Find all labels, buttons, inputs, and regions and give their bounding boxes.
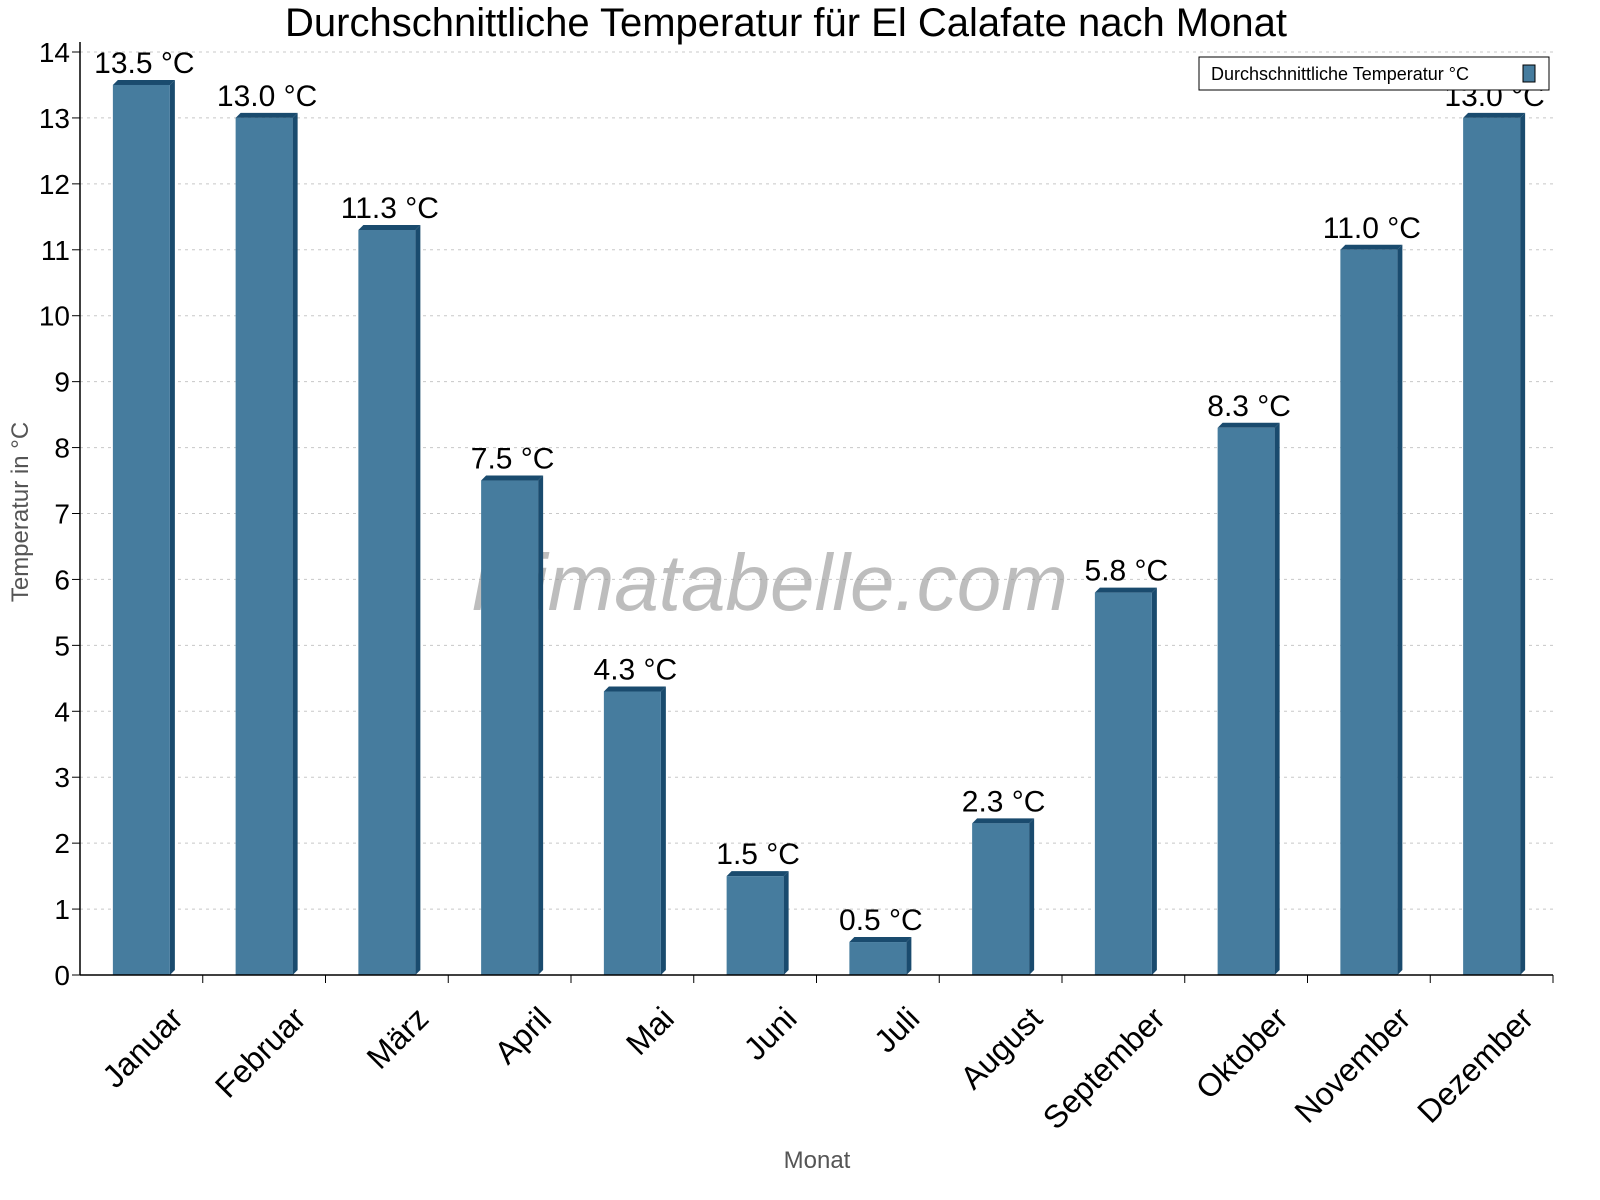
y-tick-label: 11 bbox=[41, 235, 70, 266]
x-tick-label: Mai bbox=[619, 1000, 681, 1062]
bar bbox=[1463, 117, 1521, 975]
bars: 13.5 °C 13.0 °C 11.3 °C 7.5 °C 4.3 °C 1.5 °C 0… bbox=[94, 47, 1545, 976]
y-tick-label: 13 bbox=[39, 103, 70, 134]
bar-side bbox=[1151, 587, 1157, 975]
data-label: 13.5 °C bbox=[94, 47, 194, 80]
x-tick-label: August bbox=[953, 1000, 1049, 1096]
data-label: 2.3 °C bbox=[962, 785, 1046, 818]
bar bbox=[1340, 249, 1398, 976]
bar-top bbox=[972, 818, 1035, 824]
bar-top bbox=[358, 225, 421, 231]
legend-box bbox=[1198, 56, 1550, 91]
x-tick-label: Februar bbox=[208, 1000, 313, 1105]
bar-side bbox=[415, 225, 421, 975]
bar bbox=[358, 230, 416, 975]
data-label: 1.5 °C bbox=[716, 838, 800, 871]
bar-top bbox=[1094, 587, 1157, 593]
y-tick-label: 9 bbox=[54, 367, 70, 398]
gridlines bbox=[80, 51, 1553, 910]
data-label: 5.8 °C bbox=[1085, 555, 1169, 588]
y-tick-label: 2 bbox=[54, 828, 70, 859]
data-label: 7.5 °C bbox=[471, 443, 555, 476]
bar-side bbox=[169, 79, 175, 975]
y-tick-label: 4 bbox=[54, 696, 70, 727]
y-tick-label: 0 bbox=[54, 960, 70, 991]
bar bbox=[603, 691, 661, 975]
bar-top bbox=[112, 79, 175, 85]
bar bbox=[481, 480, 539, 975]
x-tick-label: November bbox=[1288, 1000, 1418, 1130]
x-tick-label: September bbox=[1036, 1000, 1172, 1136]
y-tick-label: 10 bbox=[39, 301, 70, 332]
bar bbox=[112, 84, 170, 975]
bar bbox=[726, 876, 784, 975]
x-tick-label: Oktober bbox=[1189, 1000, 1295, 1106]
y-tick-label: 8 bbox=[54, 433, 70, 464]
y-tick-label: 6 bbox=[54, 564, 70, 595]
bar-side bbox=[1397, 244, 1403, 976]
x-tick-label: März bbox=[360, 1000, 436, 1076]
y-tick-label: 12 bbox=[39, 169, 70, 200]
x-axis-label: Monat bbox=[784, 1147, 851, 1174]
bar-side bbox=[783, 871, 789, 975]
bar-top bbox=[1463, 112, 1526, 118]
x-tick-label: April bbox=[487, 1000, 558, 1071]
y-tick-label: 3 bbox=[54, 762, 70, 793]
bar-side bbox=[292, 112, 298, 975]
x-tick-label: Januar bbox=[95, 1000, 190, 1095]
legend-swatch bbox=[1522, 64, 1536, 83]
bar-top bbox=[1217, 422, 1280, 428]
legend: Durchschnittliche Temperatur °C bbox=[1198, 56, 1550, 91]
bar-side bbox=[660, 686, 666, 975]
bar bbox=[1217, 427, 1275, 975]
bar-top bbox=[235, 112, 298, 118]
bar bbox=[849, 942, 907, 975]
data-label: 11.0 °C bbox=[1323, 212, 1421, 245]
bar-side bbox=[1520, 112, 1526, 975]
y-axis-label: Temperatur in °C bbox=[7, 422, 34, 602]
bar-top bbox=[481, 475, 544, 481]
data-label: 0.5 °C bbox=[839, 904, 923, 937]
y-tick-label: 1 bbox=[54, 894, 70, 925]
bar-top bbox=[1340, 244, 1403, 250]
legend-label: Durchschnittliche Temperatur °C bbox=[1211, 64, 1469, 84]
bar bbox=[1094, 592, 1152, 975]
data-label: 4.3 °C bbox=[594, 654, 678, 687]
watermark: klimatabelle.com bbox=[472, 538, 1068, 627]
data-label: 13.0 °C bbox=[217, 80, 317, 113]
y-tick-label: 7 bbox=[54, 499, 70, 530]
x-tick-label: Juli bbox=[867, 1000, 926, 1059]
bar-side bbox=[1274, 422, 1280, 975]
bar-top bbox=[726, 871, 789, 877]
x-tick-label: Dezember bbox=[1410, 1000, 1540, 1130]
y-tick-label: 14 bbox=[39, 37, 70, 68]
chart-title: Durchschnittliche Temperatur für El Cala… bbox=[285, 1, 1287, 45]
data-label: 8.3 °C bbox=[1207, 390, 1291, 423]
bar-top bbox=[603, 686, 666, 692]
bar-side bbox=[1029, 818, 1035, 975]
bar bbox=[235, 117, 293, 975]
data-label: 11.3 °C bbox=[341, 192, 439, 225]
y-tick-label: 5 bbox=[54, 630, 70, 661]
bar-side bbox=[538, 475, 544, 975]
bar-top bbox=[849, 937, 912, 943]
bar-side bbox=[906, 937, 912, 975]
bar bbox=[972, 823, 1030, 975]
x-tick-label: Juni bbox=[737, 1000, 804, 1067]
